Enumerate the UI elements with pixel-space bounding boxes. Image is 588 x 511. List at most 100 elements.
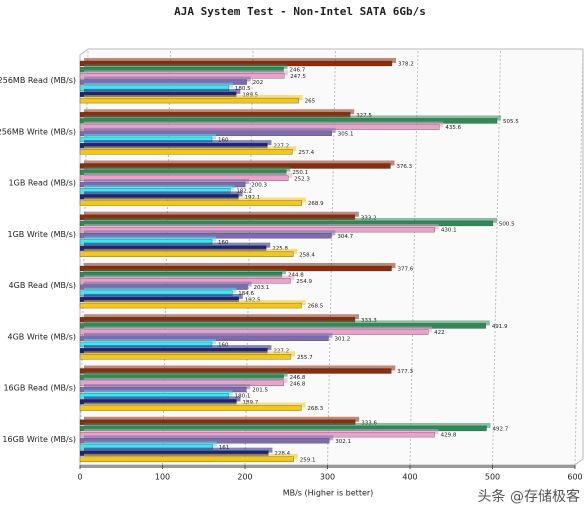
y-tick-label: 4GB Write (MB/s) [8, 332, 76, 341]
value-label: 268.9 [308, 201, 324, 207]
value-label: 202 [253, 80, 264, 86]
bar [79, 354, 292, 360]
bar-depth [84, 185, 235, 191]
bar-depth [84, 377, 288, 383]
bar-depth [84, 351, 295, 357]
bar-depth [84, 453, 298, 459]
x-tick-label: 600 [567, 473, 582, 482]
value-label: 180.5 [235, 86, 251, 92]
y-tick-label: 256MB Write (MB/s) [0, 127, 76, 136]
grid-line [492, 48, 501, 466]
bar-depth [84, 160, 395, 166]
bar-depth [84, 121, 444, 127]
y-tick-label: 16GB Write (MB/s) [2, 435, 76, 444]
bar-depth [84, 263, 396, 268]
bar-depth [84, 326, 433, 332]
value-label: 184.6 [238, 291, 254, 297]
value-label: 265 [305, 99, 316, 105]
bar-depth [84, 293, 243, 299]
bar-depth [84, 172, 293, 178]
value-label: 377.3 [397, 369, 413, 375]
bar-depth [84, 422, 491, 428]
bar-depth [84, 371, 288, 377]
value-label: 500.5 [499, 221, 515, 227]
y-tick-label: 4GB Read (MB/s) [9, 281, 76, 290]
bar-depth [84, 435, 334, 441]
bar-depth [84, 70, 289, 76]
bar-depth [84, 416, 360, 422]
bar-depth [84, 281, 252, 287]
bar-depth [84, 197, 306, 203]
value-label: 252.3 [294, 176, 310, 182]
value-label: 301.2 [334, 336, 350, 342]
value-label: 258.4 [299, 252, 315, 258]
value-label: 505.5 [503, 119, 519, 125]
bar-depth [84, 242, 271, 248]
bar-depth [84, 365, 396, 371]
value-label: 255.7 [297, 355, 313, 361]
value-label: 376.3 [396, 164, 412, 170]
bar-depth [84, 402, 306, 408]
grid-line [327, 48, 336, 466]
grid-line [574, 48, 584, 466]
value-label: 429.8 [441, 433, 457, 439]
y-tick-label: 1GB Write (MB/s) [8, 230, 76, 239]
bar-depth [84, 191, 243, 197]
bar-depth [84, 332, 333, 338]
value-label: 182.2 [236, 189, 252, 195]
bar-depth [84, 447, 273, 453]
watermark: 头条 @存储极客 [478, 488, 580, 505]
x-tick-label: 300 [320, 473, 335, 482]
bar [79, 302, 302, 309]
value-label: 247.5 [290, 74, 306, 80]
value-label: 201.5 [252, 388, 268, 394]
x-tick-label: 200 [237, 473, 252, 482]
value-label: 246.8 [290, 381, 306, 387]
bar-depth [84, 320, 490, 326]
value-label: 304.7 [337, 234, 353, 240]
value-label: 377.6 [398, 267, 414, 273]
bar-depth [84, 76, 251, 82]
bar-depth [84, 269, 286, 275]
bar-depth [84, 345, 272, 351]
y-tick-label: 16GB Read (MB/s) [3, 384, 76, 393]
bar-depth [84, 248, 298, 254]
grid-line [409, 48, 419, 466]
value-label: 244.8 [288, 273, 304, 279]
bar [79, 405, 302, 411]
value-label: 430.1 [441, 228, 457, 234]
bar-depth [84, 287, 237, 293]
bar-depth [84, 109, 355, 115]
value-label: 200.3 [251, 183, 267, 189]
bar [79, 456, 294, 462]
bar-depth [84, 211, 359, 217]
value-label: 203.1 [254, 285, 270, 291]
bar-depth [84, 64, 288, 70]
value-label: 435.6 [445, 125, 461, 131]
bar-depth [84, 300, 306, 306]
bar-depth [84, 127, 336, 133]
bar [79, 149, 293, 155]
value-label: 250.1 [292, 170, 308, 176]
chart-title: AJA System Test - Non-Intel SATA 6Gb/s [174, 5, 426, 18]
value-label: 246.8 [290, 375, 306, 381]
bar [79, 97, 299, 104]
bar-depth [84, 275, 295, 281]
bar-depth [84, 314, 359, 320]
bar [79, 200, 302, 206]
bar-depth [84, 338, 216, 344]
value-label: 422 [434, 330, 445, 336]
y-tick-label: 1GB Read (MB/s) [9, 179, 76, 188]
value-label: 259.1 [300, 457, 316, 463]
x-tick-label: 400 [402, 473, 417, 482]
bar-depth [84, 396, 241, 402]
bar-depth [84, 146, 297, 152]
x-tick-label: 0 [77, 473, 82, 482]
bar-depth [84, 179, 250, 185]
value-label: 492.7 [492, 426, 508, 432]
bar-depth [84, 140, 272, 146]
bar-depth [84, 115, 502, 121]
bar-depth [84, 217, 497, 223]
bar-depth [84, 224, 439, 230]
